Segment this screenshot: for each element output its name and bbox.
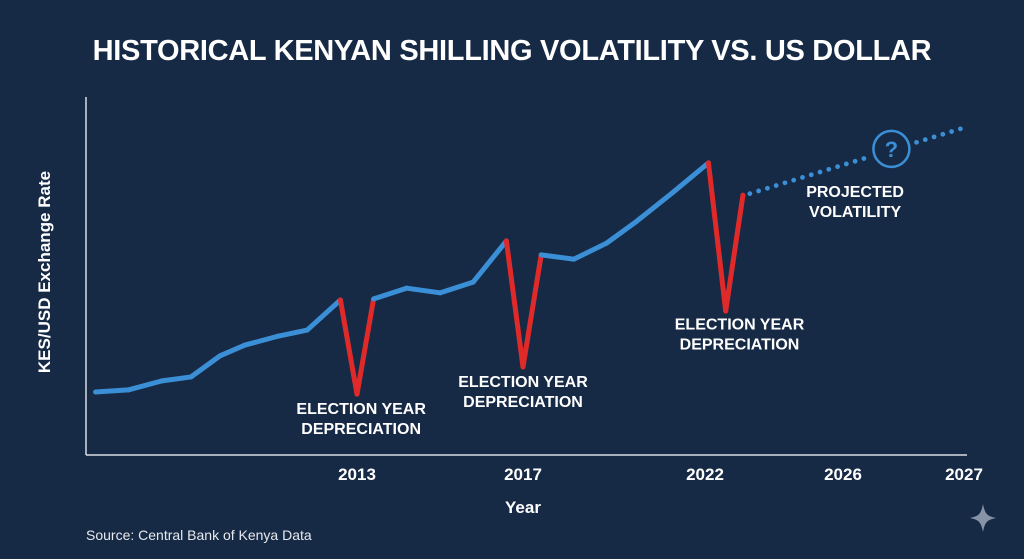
- question-glyph: ?: [885, 137, 898, 162]
- annotations: ELECTION YEAR DEPRECIATION ELECTION YEAR DE…: [296, 184, 904, 438]
- projected-volatility-label: VOLATILITY: [809, 204, 901, 221]
- historical-line-segment: [437, 279, 476, 296]
- projection-dot: [756, 188, 762, 194]
- historical-line-segment: [93, 387, 132, 395]
- election-depreciation-segment: [354, 296, 377, 397]
- projection-dot: [835, 164, 840, 170]
- election-depreciation-label: DEPRECIATION: [301, 421, 421, 438]
- projection-dot: [931, 134, 937, 140]
- historical-line-segment: [371, 285, 410, 302]
- projection-dot: [957, 126, 963, 132]
- projected-volatility-label: PROJECTED: [806, 184, 904, 201]
- election-depreciation-label: ELECTION YEAR: [675, 317, 805, 334]
- projection-dot: [914, 139, 919, 145]
- election-depreciation-label: DEPRECIATION: [463, 394, 583, 411]
- historical-line-segment: [242, 333, 281, 348]
- historical-line-segment: [126, 378, 165, 393]
- election-depreciation-label: ELECTION YEAR: [458, 374, 588, 391]
- historical-line-segment: [571, 240, 610, 262]
- historical-line-segment: [304, 297, 343, 333]
- projection-dot: [817, 169, 823, 175]
- plot-lines: ?: [93, 126, 963, 397]
- chart-title: HISTORICAL KENYAN SHILLING VOLATILITY VS…: [93, 35, 932, 67]
- projection-dot: [843, 161, 849, 167]
- projection-dot: [861, 156, 867, 161]
- historical-line-segment: [217, 342, 248, 359]
- x-tick-labels: 2013 2017 2022 2026 2027: [338, 465, 983, 484]
- historical-line-segment: [538, 252, 577, 262]
- x-tick-label: 2022: [686, 465, 724, 484]
- historical-line-segment: [604, 219, 639, 246]
- projection-dot: [782, 180, 788, 186]
- historical-line-segment: [159, 374, 194, 384]
- historical-line-segment: [188, 353, 223, 380]
- historical-line-segment: [470, 238, 509, 285]
- x-axis-label: Year: [505, 498, 541, 517]
- election-depreciation-segment: [503, 238, 526, 370]
- historical-line-segment: [275, 327, 310, 339]
- projection-dot: [940, 131, 946, 137]
- projection-dot: [949, 129, 954, 134]
- projection-dot: [791, 177, 797, 183]
- historical-line-segment: [669, 160, 711, 196]
- projection-dot: [773, 183, 779, 188]
- historical-line-segment: [633, 190, 675, 225]
- projection-dot: [922, 137, 928, 143]
- projection-dot: [747, 191, 753, 197]
- election-depreciation-segment: [520, 252, 544, 370]
- x-tick-label: 2027: [945, 465, 983, 484]
- election-depreciation-segment: [705, 160, 729, 314]
- projection-dot: [826, 166, 832, 172]
- projection-dot: [800, 175, 805, 180]
- projection-dot: [852, 158, 858, 164]
- historical-line-segment: [404, 285, 443, 296]
- x-tick-label: 2026: [824, 465, 862, 484]
- x-tick-label: 2017: [504, 465, 542, 484]
- election-depreciation-label: ELECTION YEAR: [296, 401, 426, 418]
- election-depreciation-segment: [723, 192, 746, 314]
- source-note: Source: Central Bank of Kenya Data: [86, 527, 312, 543]
- y-axis-label: KES/USD Exchange Rate: [35, 171, 54, 373]
- projection-dot: [764, 185, 770, 191]
- election-depreciation-label: DEPRECIATION: [680, 337, 800, 354]
- sparkle-icon: [970, 504, 996, 532]
- x-tick-label: 2013: [338, 465, 376, 484]
- question-mark-circle-icon: ?: [872, 129, 911, 169]
- election-depreciation-segment: [337, 297, 360, 397]
- projection-dot: [808, 172, 814, 178]
- question-circle: [872, 129, 911, 169]
